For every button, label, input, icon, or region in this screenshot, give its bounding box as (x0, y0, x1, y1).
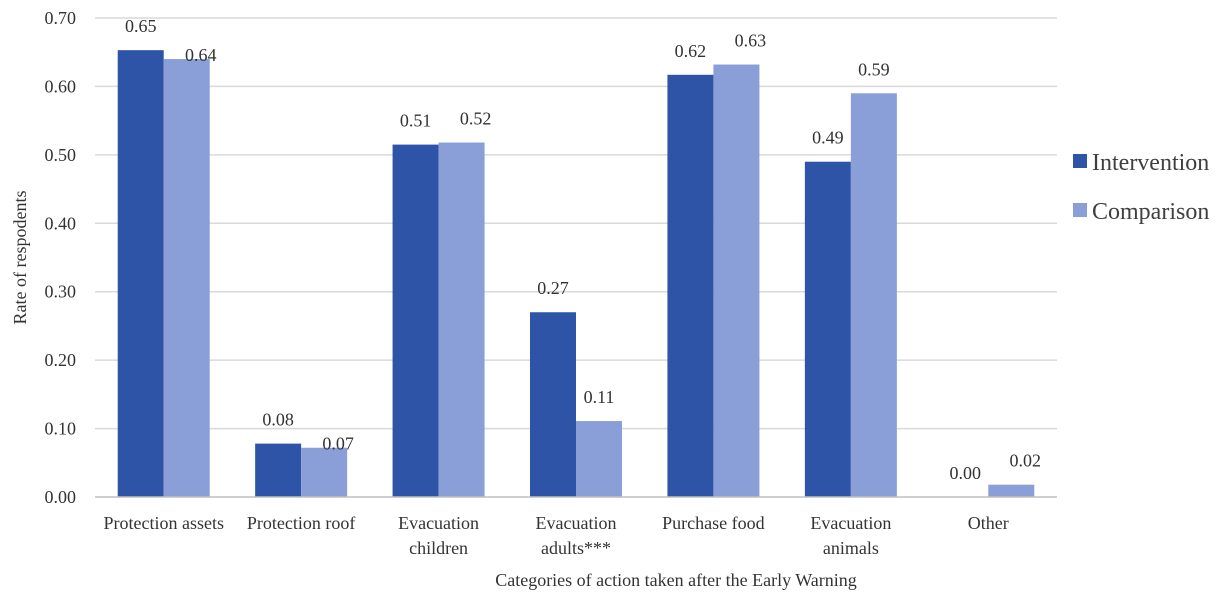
x-tick-label: Evacuation (398, 513, 479, 533)
x-tick-label: animals (823, 538, 879, 558)
x-tick-label: Other (968, 513, 1009, 533)
bar-intervention (392, 144, 439, 498)
bar-intervention (255, 443, 302, 497)
data-label-intervention: 0.49 (812, 128, 844, 148)
x-tick-label: Evacuation (536, 513, 617, 533)
data-label-comparison: 0.07 (322, 434, 354, 454)
bar-intervention (117, 50, 164, 497)
x-tick-label: adults*** (541, 538, 611, 558)
y-tick-label: 0.50 (45, 145, 77, 165)
data-label-intervention: 0.08 (262, 410, 294, 430)
x-tick-label: Protection roof (247, 513, 355, 533)
legend-label-intervention: Intervention (1092, 150, 1209, 176)
data-label-comparison: 0.52 (460, 109, 492, 129)
bar-comparison (850, 93, 897, 498)
data-label-intervention: 0.00 (950, 463, 982, 483)
bar-intervention (667, 74, 714, 497)
data-label-comparison: 0.11 (584, 387, 615, 407)
bar-comparison (988, 484, 1035, 497)
x-tick-label: Purchase food (662, 513, 764, 533)
y-axis-ticks: 0.00 0.10 0.20 0.30 0.40 0.50 0.60 0.70 (45, 8, 77, 507)
y-tick-label: 0.20 (45, 350, 77, 370)
bar-comparison (713, 64, 760, 497)
legend: Intervention Comparison (1073, 150, 1209, 225)
data-label-comparison: 0.63 (735, 31, 767, 51)
x-tick-label: Protection assets (103, 513, 223, 533)
data-label-intervention: 0.27 (537, 278, 569, 298)
y-tick-label: 0.40 (45, 213, 77, 233)
y-tick-label: 0.00 (45, 487, 77, 507)
data-labels: 0.65 0.64 0.08 0.07 0.51 0.52 0.27 0.11 0.62 0.63… (125, 16, 1041, 483)
data-label-comparison: 0.02 (1010, 451, 1042, 471)
x-axis-categories: Protection assets Protection roof Evacuati… (103, 513, 1008, 558)
data-label-comparison: 0.64 (185, 45, 217, 65)
data-label-comparison: 0.59 (858, 59, 890, 79)
bar-intervention (804, 161, 851, 497)
y-tick-label: 0.60 (45, 76, 77, 96)
y-axis-title: Rate of respodents (10, 191, 30, 325)
x-tick-label: Evacuation (810, 513, 891, 533)
bar-comparison (163, 59, 210, 498)
gridlines (95, 17, 1057, 430)
bar-comparison (301, 447, 348, 497)
data-label-intervention: 0.62 (675, 41, 707, 61)
x-axis-title: Categories of action taken after the Ear… (495, 570, 857, 590)
data-label-intervention: 0.65 (125, 16, 157, 36)
legend-swatch-comparison (1073, 203, 1087, 217)
bar-comparison (576, 421, 622, 497)
y-tick-label: 0.30 (45, 282, 77, 302)
bar-intervention (530, 312, 576, 497)
legend-label-comparison: Comparison (1092, 199, 1209, 225)
x-tick-label: children (409, 538, 468, 558)
data-label-intervention: 0.51 (400, 111, 432, 131)
y-tick-label: 0.70 (45, 8, 77, 28)
bar-comparison (438, 142, 485, 498)
legend-swatch-intervention (1073, 154, 1087, 168)
y-tick-label: 0.10 (45, 419, 77, 439)
bars (117, 50, 1035, 498)
